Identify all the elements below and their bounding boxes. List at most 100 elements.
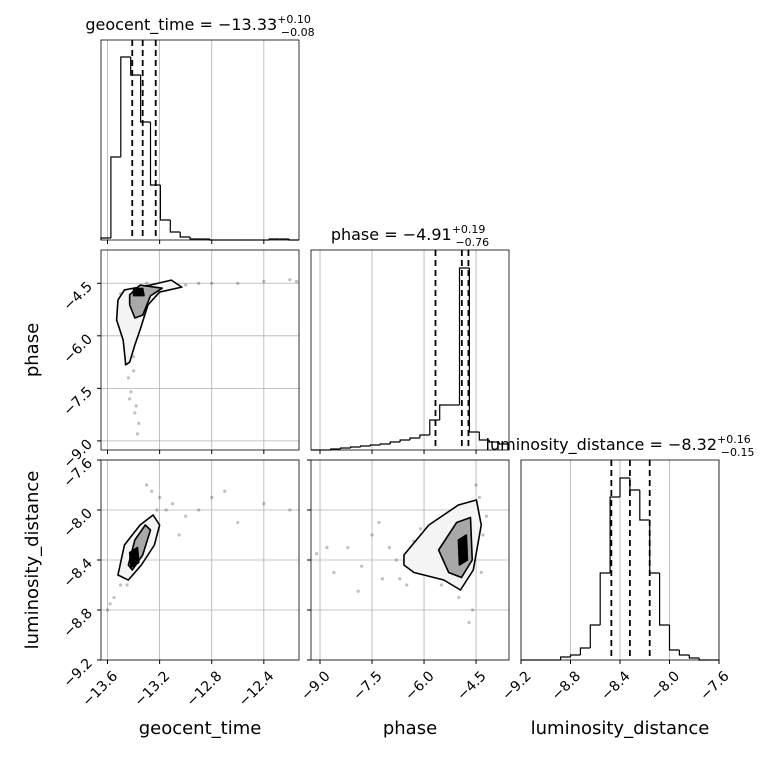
x-axis-label: geocent_time bbox=[139, 718, 262, 739]
x-tick-label: −9.0 bbox=[298, 668, 333, 703]
contour bbox=[128, 546, 140, 569]
histogram-bin bbox=[659, 573, 670, 626]
sample-point bbox=[150, 489, 154, 493]
histogram-bin bbox=[130, 57, 141, 76]
y-tick-label: −8.4 bbox=[60, 555, 95, 590]
sample-point bbox=[184, 514, 188, 518]
x-tick-label: −8.0 bbox=[648, 668, 683, 703]
title-main: geocent_time = −13.33 bbox=[85, 15, 277, 35]
y-tick-label: −6.0 bbox=[60, 331, 95, 366]
sample-point bbox=[177, 533, 181, 537]
histogram-bin bbox=[140, 75, 151, 123]
sample-point bbox=[131, 355, 136, 359]
sample-point bbox=[294, 279, 298, 284]
sample-point bbox=[418, 527, 423, 531]
histogram-bin bbox=[668, 625, 680, 651]
panel-frame bbox=[520, 459, 720, 661]
histogram-bin bbox=[478, 432, 490, 441]
x-tick-label: −9.2 bbox=[499, 668, 534, 703]
x-tick-label: −12.8 bbox=[184, 668, 226, 710]
contour bbox=[457, 534, 469, 566]
title-main: luminosity_distance = −8.32 bbox=[486, 435, 717, 455]
histogram-bin bbox=[458, 267, 470, 405]
histogram-bin bbox=[149, 122, 161, 186]
title-lower: −0.15 bbox=[721, 446, 755, 459]
title-upper: +0.16 bbox=[717, 433, 751, 446]
panel-frame bbox=[100, 249, 300, 451]
histogram-bin bbox=[629, 478, 640, 491]
panel-frame bbox=[310, 249, 510, 451]
x-tick-label: −12.4 bbox=[236, 668, 278, 710]
sample-point bbox=[370, 533, 374, 537]
title-upper: +0.19 bbox=[452, 223, 486, 236]
histogram-bin bbox=[159, 185, 171, 221]
y-tick-label: −9.2 bbox=[60, 656, 95, 691]
sample-point bbox=[262, 279, 266, 284]
sample-point bbox=[346, 545, 350, 550]
sample-point bbox=[394, 558, 398, 562]
sample-point bbox=[129, 390, 133, 394]
sample-point bbox=[398, 577, 402, 581]
histogram-title: luminosity_distance = −8.32+0.16 −0.15 bbox=[486, 433, 755, 459]
title-lower: −0.76 bbox=[455, 236, 489, 249]
histogram-bin bbox=[439, 404, 450, 420]
sample-point bbox=[128, 397, 132, 401]
sample-point bbox=[144, 281, 149, 285]
y-tick-label: −7.5 bbox=[60, 384, 95, 419]
sample-point bbox=[158, 495, 162, 500]
sample-point bbox=[377, 520, 381, 525]
sample-point bbox=[360, 564, 364, 568]
panel-frame bbox=[100, 459, 300, 661]
title-upper: +0.10 bbox=[277, 13, 311, 26]
sample-point bbox=[477, 495, 482, 500]
sample-point bbox=[479, 570, 483, 575]
histogram-bin bbox=[419, 434, 430, 438]
sample-point bbox=[126, 376, 130, 380]
sample-point bbox=[236, 281, 240, 285]
sample-point bbox=[171, 502, 175, 506]
x-tick-label: −8.8 bbox=[549, 668, 584, 703]
sample-point bbox=[210, 495, 214, 500]
histogram-bin bbox=[488, 440, 500, 443]
histogram-bin bbox=[609, 496, 620, 573]
sample-point bbox=[314, 552, 319, 556]
sample-point bbox=[112, 595, 116, 600]
histogram-bin bbox=[579, 647, 591, 655]
sample-point bbox=[144, 483, 149, 487]
sample-point bbox=[164, 508, 168, 512]
histogram-bin bbox=[389, 441, 401, 444]
histogram-bin bbox=[599, 572, 611, 625]
histogram-bin bbox=[399, 439, 410, 442]
y-tick-label: −8.0 bbox=[60, 506, 95, 541]
histogram-bin bbox=[179, 232, 191, 238]
title-main: phase = −4.91 bbox=[331, 225, 452, 244]
histogram-bin bbox=[678, 650, 690, 656]
sample-point bbox=[405, 583, 409, 587]
histogram-bin bbox=[569, 654, 581, 657]
sample-point bbox=[380, 577, 385, 581]
histogram-bin bbox=[189, 237, 200, 240]
sample-point bbox=[134, 404, 138, 408]
sample-point bbox=[356, 589, 360, 593]
y-axis-label: luminosity_distance bbox=[22, 471, 43, 650]
histogram-bin bbox=[379, 443, 391, 445]
sample-point bbox=[118, 583, 123, 587]
sample-point bbox=[439, 583, 443, 587]
sample-point bbox=[108, 602, 112, 606]
sample-point bbox=[470, 608, 475, 612]
histogram-bin bbox=[468, 268, 480, 433]
histogram-bin bbox=[169, 220, 181, 233]
histogram-bin bbox=[369, 444, 381, 446]
histogram-bin bbox=[589, 624, 601, 648]
histogram-bin bbox=[560, 656, 571, 660]
y-tick-label: −8.8 bbox=[60, 606, 95, 641]
x-tick-label: −4.5 bbox=[454, 668, 489, 703]
sample-point bbox=[484, 514, 489, 518]
sample-point bbox=[133, 411, 137, 415]
sample-point bbox=[467, 620, 471, 625]
x-tick-label: −7.6 bbox=[697, 668, 732, 703]
panel-frame bbox=[310, 459, 510, 661]
title-lower: −0.08 bbox=[281, 26, 315, 39]
sample-point bbox=[135, 432, 140, 436]
